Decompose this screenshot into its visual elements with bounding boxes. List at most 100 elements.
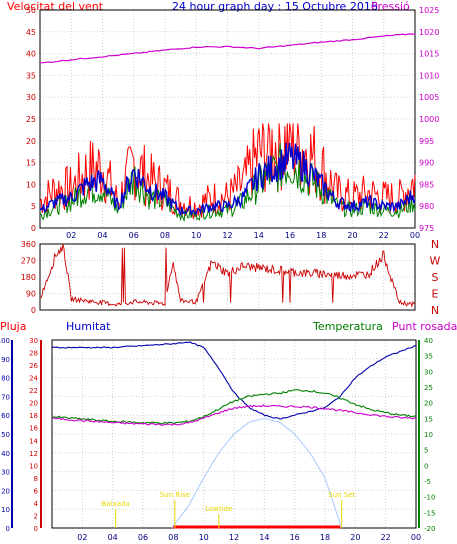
humidity-tick: 80 (1, 375, 10, 383)
temperature-tick: 40 (424, 337, 433, 345)
rain-tick: 22 (29, 387, 38, 395)
pressure-tick: 1000 (419, 115, 439, 124)
rain-tick: 4 (34, 500, 39, 508)
humidity-tick: 40 (1, 450, 10, 458)
env-time-tick: 22 (381, 533, 391, 542)
pressure-tick: 1005 (419, 93, 439, 102)
pressure-tick: 1010 (419, 71, 439, 80)
env-time-tick: 06 (138, 533, 148, 542)
wind-time-tick: 16 (285, 231, 295, 240)
sunrise-annotation: Sun Rise (160, 491, 190, 499)
temperature-tick: 15 (424, 415, 433, 423)
wind-speed-tick: 35 (26, 71, 36, 80)
wind-speed-tick: 5 (31, 202, 36, 211)
baixada-annotation: Baixada (102, 500, 130, 508)
pressure-tick: 995 (419, 137, 434, 146)
humidity-tick: 70 (1, 393, 10, 401)
sunset-annotation: Sun Set (328, 491, 355, 499)
direction-tick: 180 (21, 273, 36, 282)
compass-label: N (431, 238, 439, 251)
rain-tick: 16 (29, 425, 38, 433)
rain-tick: 20 (29, 400, 38, 408)
solar-series-line (172, 419, 342, 528)
pressure-tick: 1015 (419, 50, 439, 59)
wind-time-tick: 10 (191, 231, 201, 240)
compass-label: N (431, 304, 439, 317)
rain-tick: 24 (29, 375, 38, 383)
temperature-tick: 35 (424, 353, 433, 361)
env-time-tick: 04 (108, 533, 118, 542)
temperature-tick: 0 (424, 462, 428, 470)
pressure-tick: 990 (419, 159, 434, 168)
temperature-tick: 5 (424, 447, 428, 455)
temperature-tick: 20 (424, 400, 433, 408)
humidity-tick: 90 (1, 356, 10, 364)
wind-time-tick: 02 (66, 231, 76, 240)
humidity-tick: 30 (1, 469, 10, 477)
pressure-tick: 1020 (419, 28, 439, 37)
temperature-tick: 30 (424, 368, 433, 376)
wind-speed-tick: 20 (26, 137, 36, 146)
wind-speed-tick: 50 (26, 6, 36, 15)
rain-tick: 30 (29, 337, 38, 345)
temperature-tick: -20 (424, 525, 435, 533)
humidity-tick: 60 (1, 412, 10, 420)
wind-speed-tick: 25 (26, 115, 36, 124)
humidity-tick: 10 (1, 506, 10, 514)
rain-tick: 28 (29, 350, 38, 358)
humidity-tick: 50 (1, 431, 10, 439)
wind-time-tick: 20 (347, 231, 357, 240)
wind-speed-tick: 10 (26, 180, 36, 189)
env-time-tick: 02 (77, 533, 87, 542)
wind-time-tick: 18 (316, 231, 326, 240)
rain-tick: 2 (34, 512, 38, 520)
env-time-tick: 00 (411, 533, 421, 542)
rain-tick: 10 (29, 462, 38, 470)
rain-tick: 6 (34, 487, 39, 495)
compass-label: E (432, 288, 439, 301)
direction-tick: 360 (21, 240, 36, 249)
compass-label: S (432, 271, 439, 284)
env-time-tick: 16 (290, 533, 300, 542)
wind-speed-tick: 0 (31, 224, 36, 233)
env-time-tick: 10 (199, 533, 209, 542)
temperature-tick: -15 (424, 509, 435, 517)
humidity-tick: 100 (0, 337, 10, 345)
pressure-tick: 985 (419, 180, 434, 189)
temperature-tick: 10 (424, 431, 433, 439)
humidity-tick: 0 (6, 525, 10, 533)
wind-speed-tick: 30 (26, 93, 36, 102)
wind-speed-tick: 15 (26, 159, 36, 168)
env-time-tick: 14 (259, 533, 269, 542)
env-time-tick: 08 (168, 533, 178, 542)
wind-time-tick: 06 (129, 231, 139, 240)
direction-tick: 90 (26, 290, 36, 299)
wind-time-tick: 22 (379, 231, 389, 240)
wind-speed-tick: 40 (26, 50, 36, 59)
rain-tick: 14 (29, 437, 38, 445)
wind-time-tick: 08 (160, 231, 170, 240)
pressure-tick: 980 (419, 202, 434, 211)
temperature-tick: -5 (424, 478, 431, 486)
temperature-tick: 25 (424, 384, 433, 392)
env-time-tick: 18 (320, 533, 330, 542)
wind-time-tick: 04 (97, 231, 107, 240)
rain-tick: 12 (29, 450, 38, 458)
lowtide-annotation: Lowtide (205, 505, 232, 513)
direction-tick: 270 (21, 257, 36, 266)
env-time-tick: 20 (350, 533, 360, 542)
humidity-tick: 20 (1, 487, 10, 495)
pressure-tick: 975 (419, 224, 434, 233)
pressure-tick: 1025 (419, 6, 439, 15)
direction-tick: 0 (31, 306, 36, 315)
rain-tick: 18 (29, 412, 38, 420)
rain-tick: 8 (34, 475, 38, 483)
compass-label: W (430, 255, 441, 268)
rain-tick: 26 (29, 362, 38, 370)
env-time-tick: 12 (229, 533, 239, 542)
wind-time-tick: 00 (410, 231, 420, 240)
temperature-tick: -10 (424, 494, 435, 502)
rain-tick: 0 (34, 525, 38, 533)
